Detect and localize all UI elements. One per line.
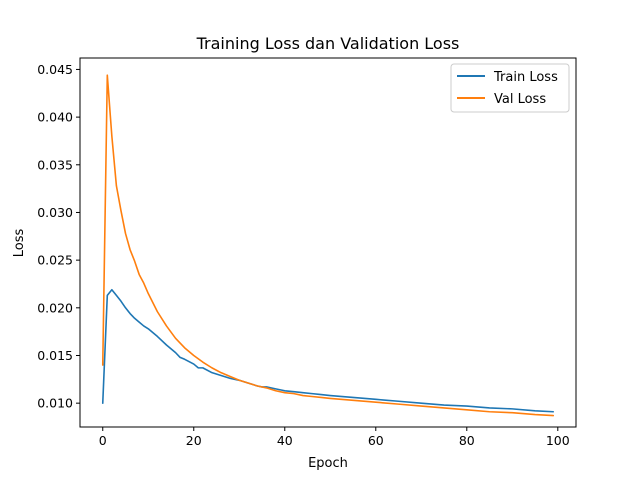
x-axis-label: Epoch xyxy=(308,456,348,471)
legend-label-train-loss: Train Loss xyxy=(493,70,558,85)
y-tick-label: 0.015 xyxy=(37,348,73,363)
y-tick-label: 0.035 xyxy=(37,157,73,172)
y-tick-label: 0.010 xyxy=(37,396,73,411)
y-tick-label: 0.040 xyxy=(37,110,73,125)
y-tick-label: 0.020 xyxy=(37,300,73,315)
x-axis: 0 20 40 60 80 100 xyxy=(99,427,570,448)
legend: Train Loss Val Loss xyxy=(450,63,570,113)
series-layer xyxy=(101,74,555,417)
series-line-train-loss xyxy=(101,288,555,413)
plot-frame xyxy=(79,57,577,428)
y-axis: 0.010 0.015 0.020 0.025 0.030 0.035 0.040 0.045 xyxy=(37,62,80,411)
x-tick-label: 20 xyxy=(186,433,202,448)
x-tick-label: 60 xyxy=(368,433,384,448)
y-axis-label: Loss xyxy=(12,229,27,258)
chart-title: Training Loss dan Validation Loss xyxy=(196,34,460,53)
series-line-val-loss xyxy=(101,74,555,417)
x-tick-label: 100 xyxy=(546,433,570,448)
x-tick-label: 80 xyxy=(459,433,475,448)
y-tick-label: 0.025 xyxy=(37,253,73,268)
legend-label-val-loss: Val Loss xyxy=(494,92,546,107)
y-tick-label: 0.030 xyxy=(37,205,73,220)
x-tick-label: 40 xyxy=(277,433,293,448)
x-tick-label: 0 xyxy=(99,433,107,448)
y-tick-label: 0.045 xyxy=(37,62,73,77)
